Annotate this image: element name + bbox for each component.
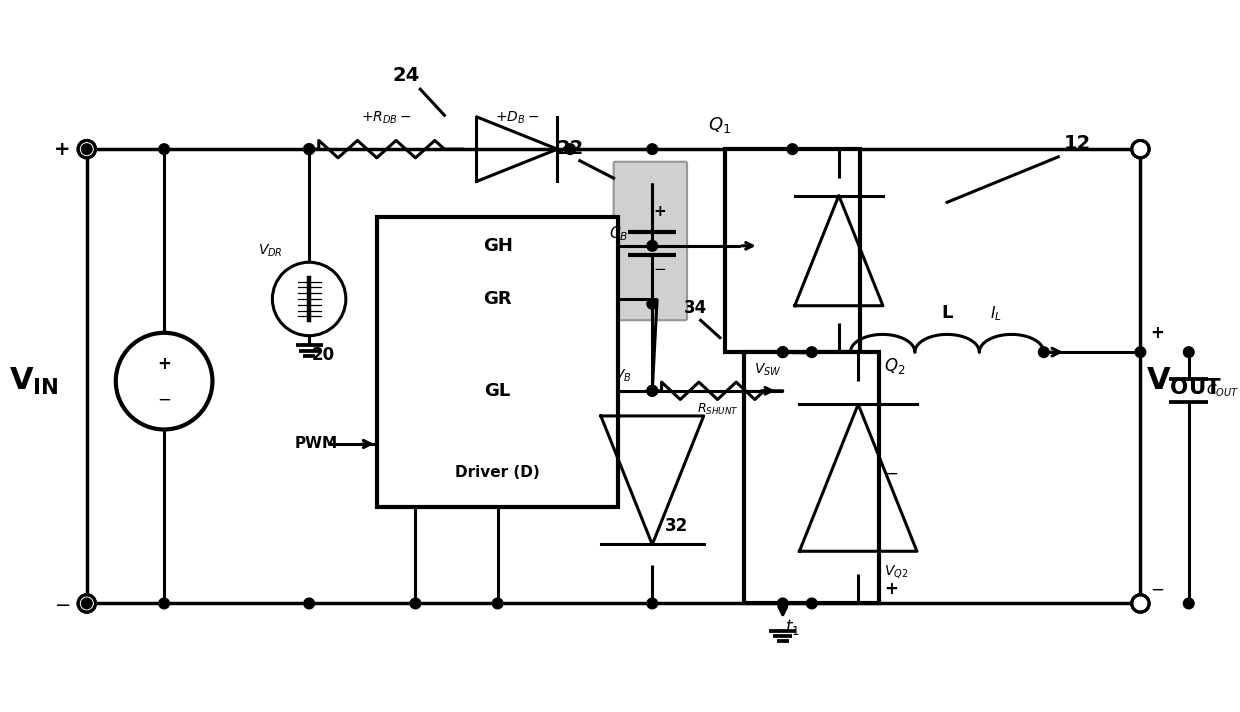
Circle shape [1038,347,1049,357]
Text: +: + [157,355,171,373]
Circle shape [492,598,503,609]
Text: GH: GH [482,237,512,255]
Text: $t_1$: $t_1$ [785,617,800,637]
Text: $-$: $-$ [157,389,171,407]
Circle shape [273,262,346,335]
Text: Driver (D): Driver (D) [455,466,539,481]
Text: $V_{SW}$: $V_{SW}$ [754,362,782,378]
Text: $I_L$: $I_L$ [990,304,1002,323]
FancyBboxPatch shape [614,162,687,320]
Text: $-$: $-$ [884,464,899,482]
Circle shape [647,241,657,251]
Circle shape [410,598,420,609]
Circle shape [82,144,92,155]
Text: GL: GL [485,382,511,400]
Circle shape [647,385,657,396]
Text: +: + [1149,324,1164,342]
Text: 32: 32 [665,517,688,535]
Circle shape [304,598,315,609]
Text: $\mathbf{V_{OUT}}$: $\mathbf{V_{OUT}}$ [1146,365,1221,397]
Text: $-$: $-$ [1149,580,1164,598]
Circle shape [1183,598,1194,609]
Text: $V_{DR}$: $V_{DR}$ [258,243,283,259]
Text: 22: 22 [557,139,584,158]
Circle shape [78,140,95,158]
Text: $+D_B-$: $+D_B-$ [495,110,539,127]
Text: +: + [55,140,71,159]
Circle shape [304,144,315,155]
Text: +: + [884,580,898,598]
Text: GR: GR [484,290,512,308]
Circle shape [1135,347,1146,357]
Circle shape [806,598,817,609]
Text: $C_{OUT}$: $C_{OUT}$ [1207,382,1239,399]
Text: $C_B$: $C_B$ [609,224,629,244]
Text: $+R_{DB}-$: $+R_{DB}-$ [361,110,412,127]
Text: L: L [941,304,952,323]
Bar [377,216,619,507]
Text: $-$: $-$ [653,261,667,276]
Text: $Q_2$: $Q_2$ [884,357,905,377]
Circle shape [647,598,657,609]
Circle shape [806,347,817,357]
Circle shape [159,598,170,609]
Circle shape [1183,347,1194,357]
Circle shape [647,385,657,396]
Circle shape [777,347,789,357]
Circle shape [82,598,92,609]
Text: 34: 34 [684,300,707,318]
Text: 20: 20 [312,346,335,364]
Text: PWM: PWM [295,436,337,451]
Text: 24: 24 [392,66,419,85]
Text: +: + [653,204,666,219]
Circle shape [564,144,575,155]
Circle shape [304,144,315,155]
Circle shape [78,595,95,612]
Bar [724,149,861,352]
Text: $Q_1$: $Q_1$ [708,115,732,135]
Circle shape [115,333,212,429]
Circle shape [777,598,789,609]
Text: $V_B$: $V_B$ [615,367,632,384]
Text: 12: 12 [1064,134,1091,153]
Bar [744,352,879,604]
Circle shape [1132,595,1149,612]
Circle shape [159,144,170,155]
Text: $R_{SHUNT}$: $R_{SHUNT}$ [697,402,738,417]
Circle shape [777,347,789,357]
Circle shape [647,298,657,309]
Circle shape [647,144,657,155]
Text: $\mathbf{V_{IN}}$: $\mathbf{V_{IN}}$ [9,365,58,397]
Circle shape [1132,140,1149,158]
Text: $-$: $-$ [55,594,71,613]
Circle shape [787,144,797,155]
Text: $V_{Q2}$: $V_{Q2}$ [884,563,909,580]
